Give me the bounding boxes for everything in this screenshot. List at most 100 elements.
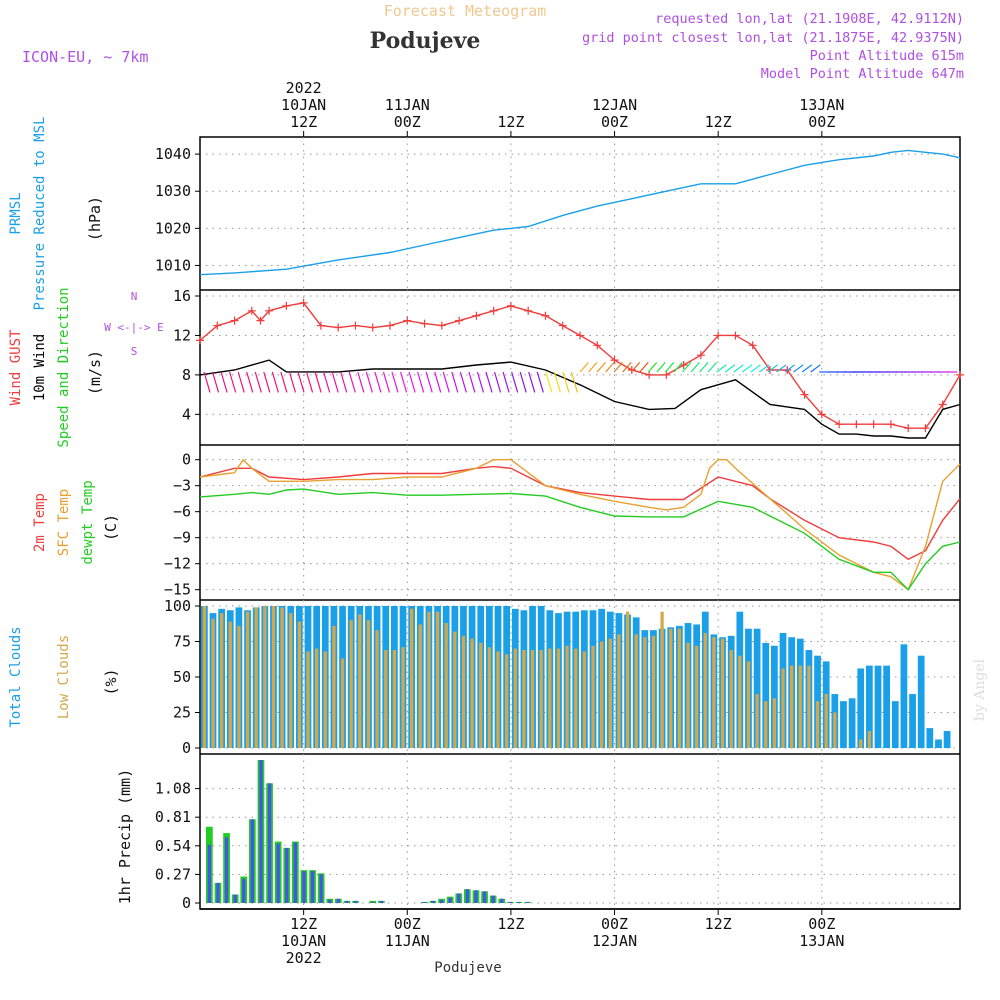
low-cloud-bar (781, 668, 785, 748)
y-tick-label: 25 (173, 704, 191, 722)
wind-arrow (434, 371, 442, 393)
total-cloud-bar (840, 701, 847, 748)
panel-label: SFC Temp (56, 489, 72, 556)
total-cloud-bar (917, 655, 925, 748)
low-cloud-bar (418, 624, 422, 748)
snow-bar (259, 760, 263, 903)
wind-arrow (365, 371, 373, 393)
time-label: 10JAN (281, 96, 326, 114)
compass-indicator: N W <-|-> E S (104, 290, 164, 358)
snow-bar (233, 894, 237, 903)
wind-arrow (323, 371, 331, 393)
low-cloud-bar (254, 607, 258, 748)
y-tick-label: 0.81 (155, 808, 191, 826)
wind-arrow (630, 362, 641, 373)
wind-arrow (511, 371, 519, 393)
y-tick-label: −6 (173, 503, 191, 521)
wind-arrow (656, 362, 666, 373)
snow-bar (457, 893, 461, 903)
low-cloud-bar (427, 611, 431, 748)
panel-label: Low Clouds (56, 635, 72, 719)
time-label: 12Z (497, 113, 524, 131)
low-cloud-bar (582, 651, 587, 748)
total-cloud-bar (883, 665, 891, 748)
low-cloud-bar (410, 608, 414, 748)
low-cloud-bar (289, 613, 293, 748)
gust-marker (921, 424, 930, 433)
low-cloud-bar (237, 625, 241, 748)
total-cloud-bar (874, 665, 882, 748)
time-label: 2022 (286, 79, 322, 97)
low-cloud-bar (660, 611, 664, 748)
snow-bar (500, 898, 504, 903)
time-label: 11JAN (385, 932, 430, 950)
time-label: 12JAN (592, 96, 637, 114)
y-axis-unit: (m/s) (86, 350, 104, 395)
wind-arrow (280, 371, 288, 393)
low-cloud-bar (703, 632, 707, 748)
wind-arrow (596, 362, 606, 373)
low-cloud-bar (245, 611, 250, 748)
low-cloud-bar (263, 606, 267, 748)
pressure-panel: 1010 1020 1030 1040 PRMSL Pressure Reduced to… (8, 117, 961, 311)
snow-bar (285, 847, 289, 903)
wind-arrow (203, 371, 211, 393)
panel-label: PRMSL (8, 192, 24, 234)
low-cloud-bar (695, 645, 699, 748)
low-cloud-bar (686, 642, 690, 748)
gust-marker (748, 341, 757, 350)
wind-arrow (562, 371, 570, 393)
y-tick-label: −9 (173, 529, 191, 547)
y-tick-label: 0 (182, 451, 191, 469)
time-label: 12Z (290, 915, 317, 933)
snow-bar (345, 900, 349, 903)
wind-arrow (707, 362, 718, 373)
wind-arrow (570, 371, 579, 393)
grid-point-coords: grid point closest lon,lat (21.1875E, 42… (582, 30, 964, 46)
time-label: 12JAN (592, 932, 637, 950)
low-cloud-bar (798, 665, 802, 748)
total-cloud-bar (771, 645, 778, 748)
low-cloud-bar (496, 651, 500, 748)
gust-marker (368, 323, 377, 332)
panel-label: 2m Temp (32, 493, 48, 552)
gust-marker (334, 323, 343, 332)
low-cloud-bar (574, 648, 578, 748)
low-cloud-bar (755, 694, 759, 748)
snow-bar (379, 900, 383, 903)
wind-arrow (622, 362, 632, 373)
panel-label: Pressure Reduced to MSL (32, 117, 48, 311)
wind-arrow (459, 371, 467, 393)
low-cloud-bar (479, 642, 483, 748)
wind-arrow (733, 364, 744, 373)
low-cloud-bar (539, 650, 543, 748)
gust-marker (576, 331, 584, 340)
model-label: ICON-EU, ~ 7km (22, 48, 148, 66)
series-line-prmsl (199, 149, 961, 276)
y-tick-label: 1020 (155, 219, 191, 237)
low-cloud-bar (280, 607, 284, 748)
gust-marker (472, 311, 481, 320)
wind-arrow (229, 371, 237, 393)
gust-marker (558, 321, 567, 330)
time-label: 12Z (705, 915, 732, 933)
panel-label: dewpt Temp (80, 480, 96, 564)
low-cloud-bar (435, 611, 440, 748)
snow-bar (242, 878, 246, 903)
wind-arrow (528, 371, 536, 393)
wind-arrow (271, 371, 279, 393)
location-title: Podujeve (370, 28, 481, 54)
low-cloud-bar (625, 611, 630, 748)
low-cloud-bar (617, 634, 621, 748)
wind-arrow (246, 371, 254, 393)
compass-s: S (131, 345, 138, 358)
wind-arrow (220, 371, 228, 393)
y-axis-unit: (%) (102, 668, 120, 695)
low-cloud-bar (392, 650, 397, 748)
low-cloud-bar (600, 641, 604, 748)
low-cloud-bar (651, 635, 656, 748)
low-cloud-bar (807, 665, 811, 748)
wind-arrow (545, 371, 553, 393)
low-cloud-bar (815, 701, 820, 748)
panel-label: Wind GUST (8, 329, 24, 405)
